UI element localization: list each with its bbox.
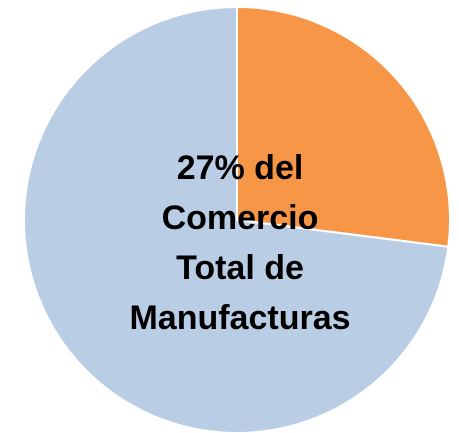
- annotation: 27% del: [177, 149, 304, 187]
- pie-slice: [236, 5, 451, 248]
- annotation: Manufacturas: [129, 299, 350, 337]
- annotation: Total de: [176, 249, 304, 287]
- annotation: Comercio: [162, 199, 319, 237]
- pie-slice: [23, 5, 450, 433]
